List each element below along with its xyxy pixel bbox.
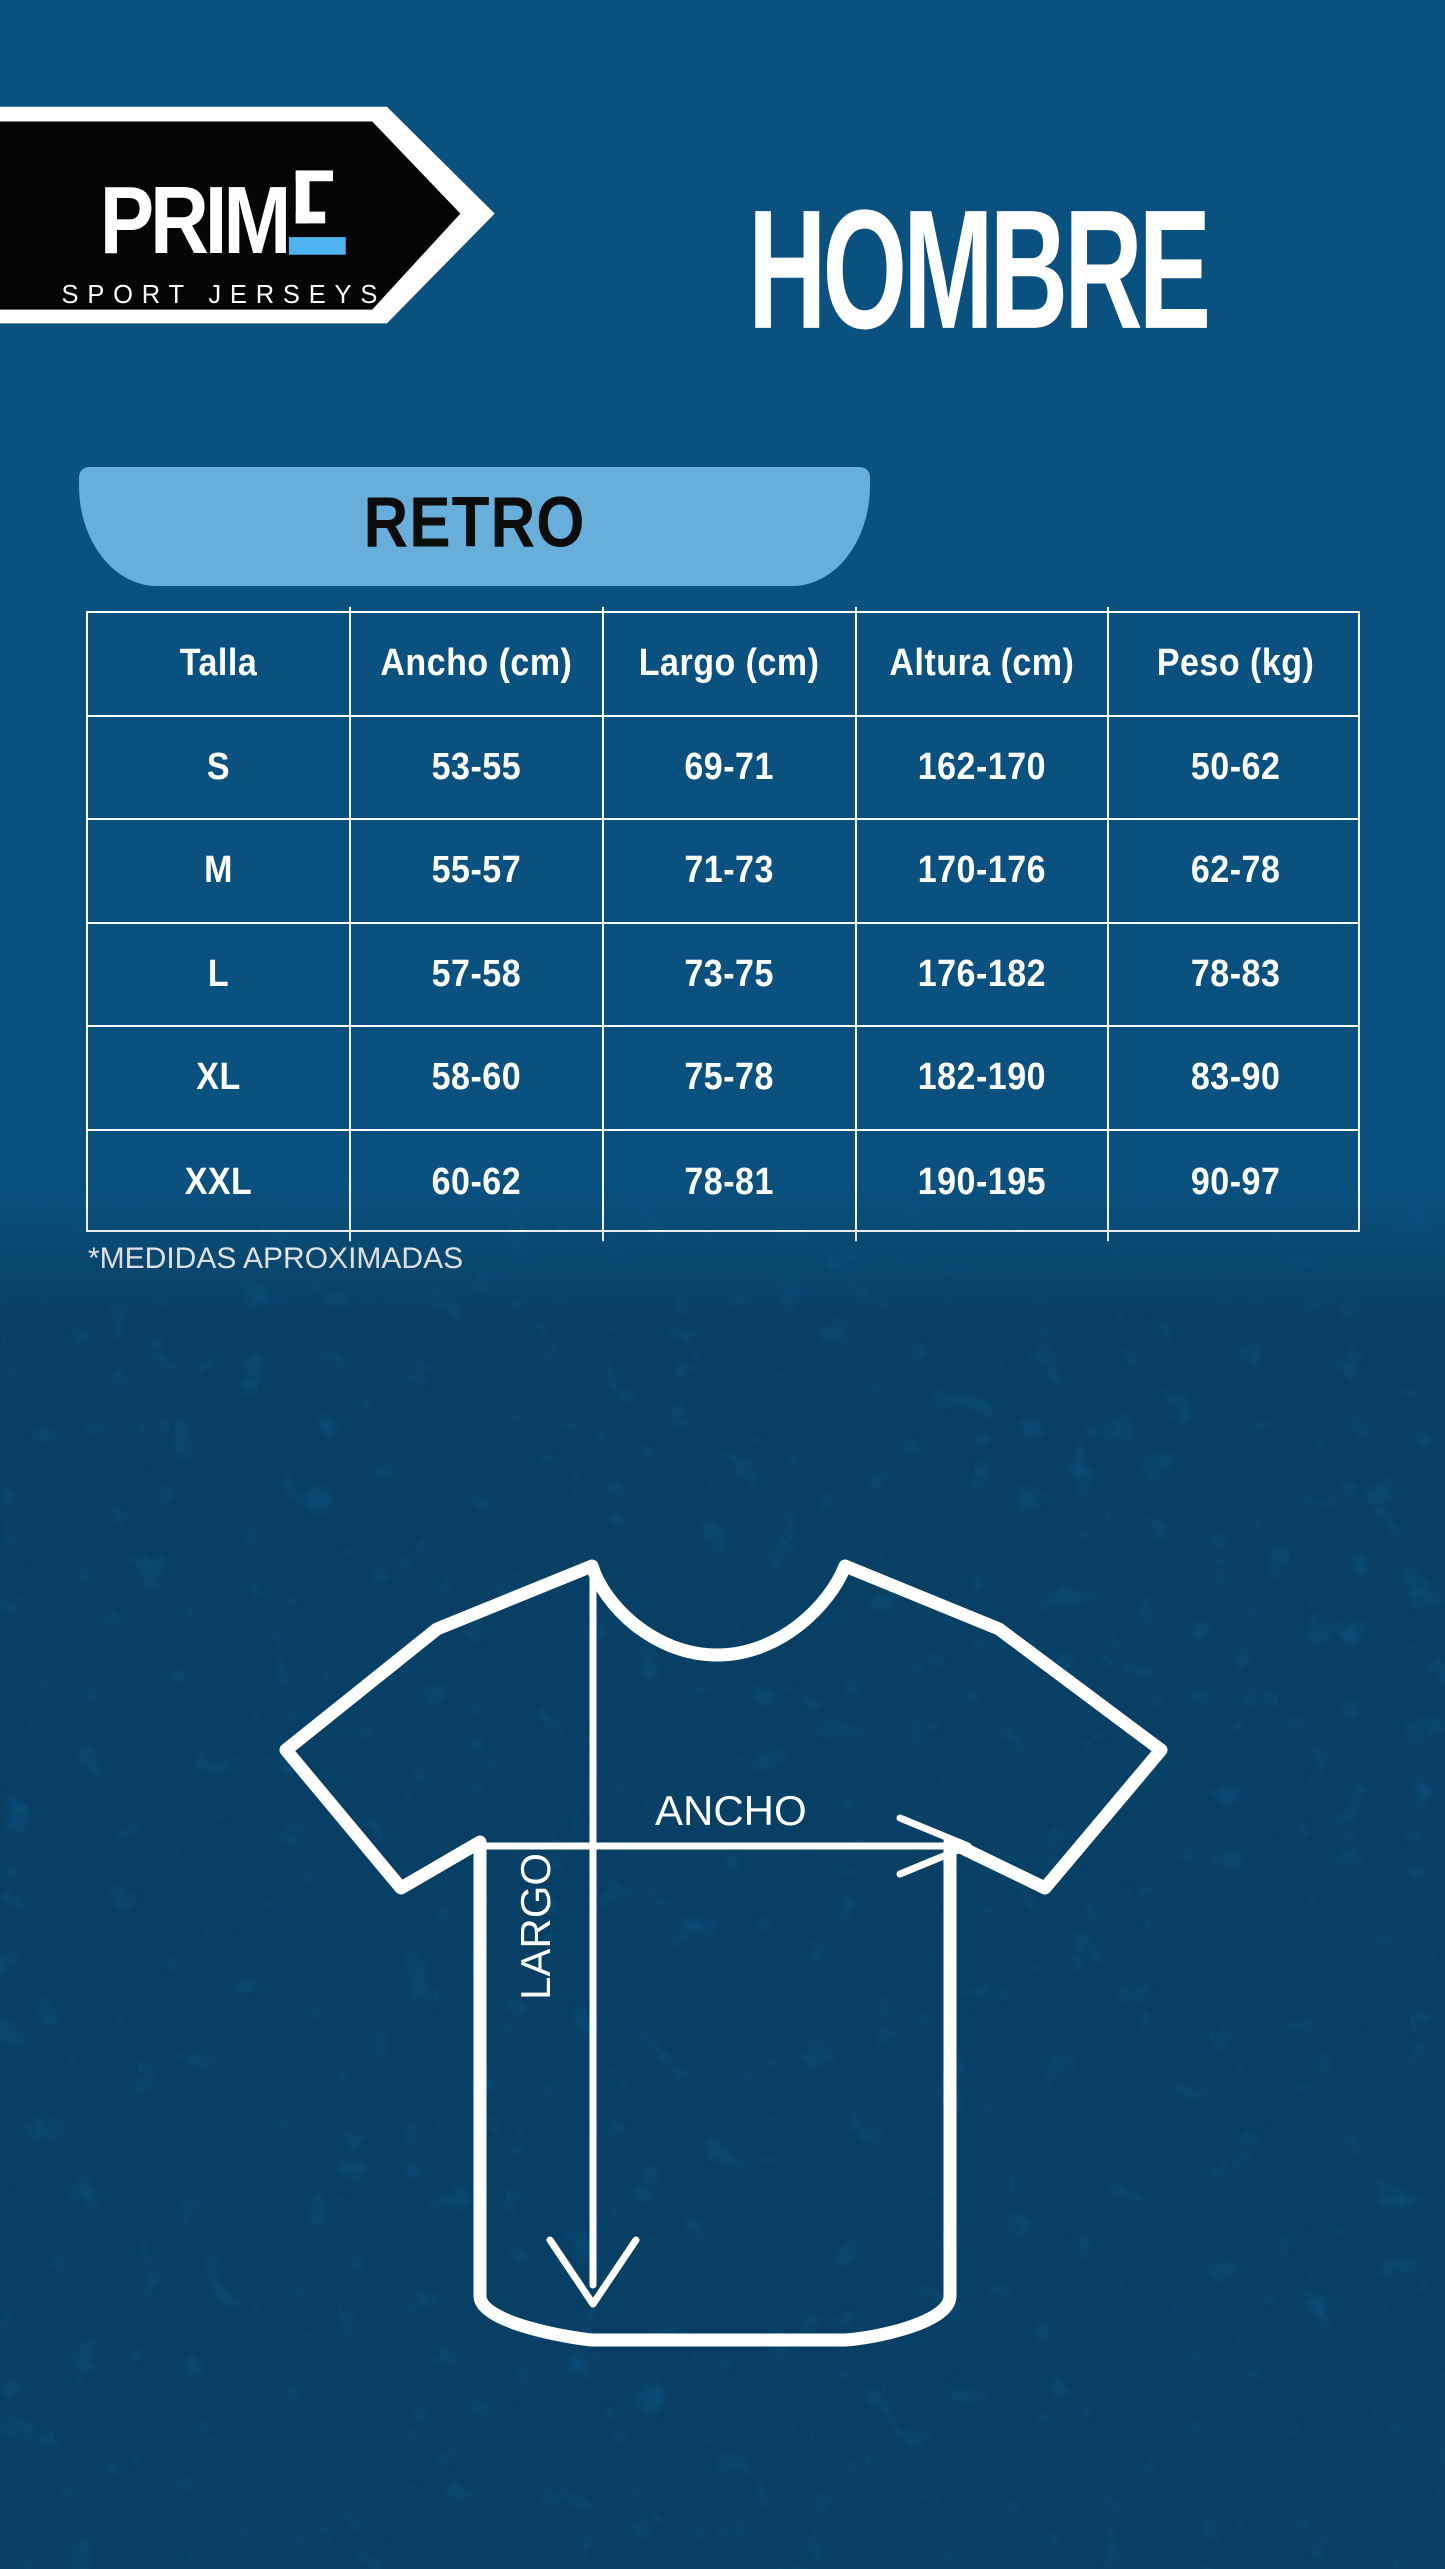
svg-text:SPORT JERSEYS: SPORT JERSEYS (62, 281, 387, 309)
svg-text:PRIM: PRIM (100, 165, 287, 273)
svg-text:LARGO: LARGO (512, 1853, 559, 2000)
svg-text:ANCHO: ANCHO (655, 1787, 807, 1834)
